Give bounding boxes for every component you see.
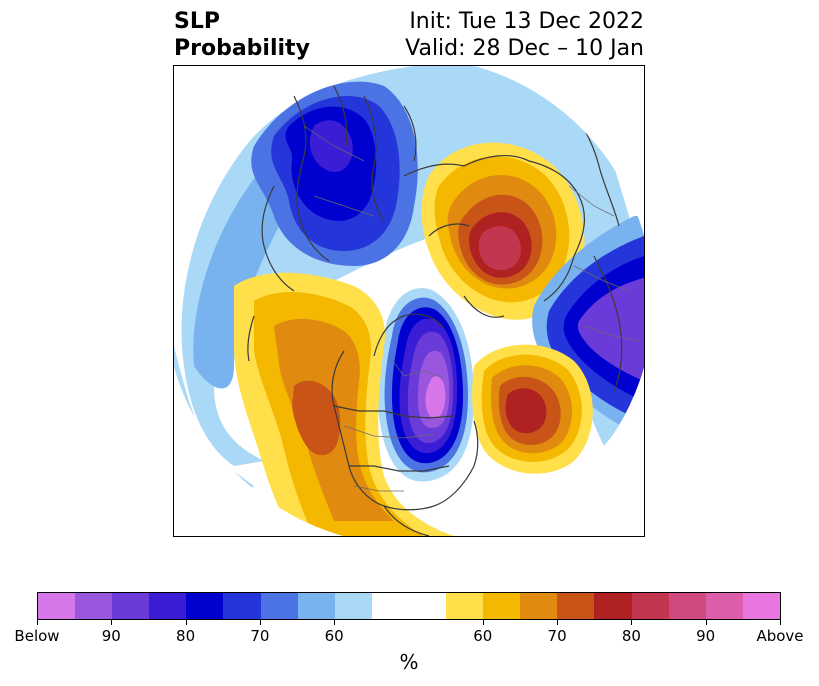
colorbar-above-segment-1 xyxy=(483,593,521,619)
colorbar-below-segment-7 xyxy=(297,593,335,619)
chart-title-left: SLP Probability xyxy=(174,8,310,62)
colorbar-tick xyxy=(111,620,113,625)
above-arctic-peak xyxy=(478,226,521,271)
colorbar-tick xyxy=(780,620,781,625)
colorbar-tick xyxy=(557,620,559,625)
chart-title-right: Init: Tue 13 Dec 2022 Valid: 28 Dec – 10… xyxy=(405,8,644,62)
colorbar-tick-label: 70 xyxy=(250,627,270,645)
colorbar-tick-label: Below xyxy=(14,627,60,645)
colorbar-below-segment-8 xyxy=(334,593,372,619)
coastlines xyxy=(247,85,644,536)
above-pacific-80 xyxy=(292,380,341,456)
colorbar-above-segment-7 xyxy=(705,593,743,619)
colorbar-tick-label: Above xyxy=(756,627,804,645)
below-europe-peak xyxy=(577,278,644,381)
colorbar-unit: % xyxy=(399,650,419,674)
colorbar-tick-label: 70 xyxy=(547,627,567,645)
valid-range: Valid: 28 Dec – 10 Jan xyxy=(405,36,644,61)
colorbar-above-segment-0 xyxy=(446,593,484,619)
colorbar-tick xyxy=(482,620,484,625)
colorbar-below-segment-4 xyxy=(186,593,224,619)
colorbar-tick xyxy=(705,620,707,625)
colorbar-tick-label: 90 xyxy=(696,627,716,645)
colorbar-below-segment-2 xyxy=(112,593,150,619)
probability-map xyxy=(174,66,644,536)
colorbar-neutral-segment xyxy=(371,593,447,619)
below-siberia-peak xyxy=(309,120,353,172)
below-pacific-band xyxy=(193,120,344,389)
colorbar xyxy=(37,592,781,620)
colorbar-below-segment-0 xyxy=(38,593,76,619)
colorbar-below-segment-6 xyxy=(260,593,298,619)
colorbar-tick xyxy=(631,620,633,625)
colorbar-above-segment-4 xyxy=(594,593,632,619)
colorbar-tick-label: 90 xyxy=(101,627,121,645)
colorbar-tick xyxy=(185,620,187,625)
title-type: Probability xyxy=(174,36,310,61)
colorbar-tick-label: 60 xyxy=(473,627,493,645)
borders xyxy=(303,125,640,492)
colorbar-tick-label: 80 xyxy=(176,627,196,645)
colorbar-below-segment-3 xyxy=(149,593,187,619)
colorbar-below-segment-1 xyxy=(75,593,113,619)
map-frame xyxy=(173,65,645,537)
colorbar-tick-label: 60 xyxy=(324,627,344,645)
colorbar-tick-label: 80 xyxy=(621,627,641,645)
colorbar-above-segment-3 xyxy=(557,593,595,619)
colorbar-above-segment-2 xyxy=(520,593,558,619)
title-field: SLP xyxy=(174,9,220,34)
colorbar-above-segment-5 xyxy=(631,593,669,619)
colorbar-above-segment-6 xyxy=(668,593,706,619)
colorbar-tick xyxy=(259,620,261,625)
colorbar-above-segment-8 xyxy=(742,593,780,619)
above-atlantic-peak xyxy=(505,388,547,434)
colorbar-tick xyxy=(334,620,336,625)
below-na-peak xyxy=(425,376,446,419)
colorbar-tick xyxy=(37,620,38,625)
init-date: Init: Tue 13 Dec 2022 xyxy=(409,9,644,34)
colorbar-below-segment-5 xyxy=(223,593,261,619)
